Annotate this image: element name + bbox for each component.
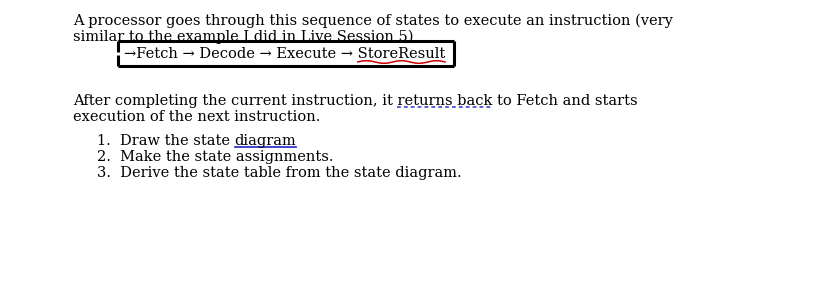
Text: 1.  Draw the state: 1. Draw the state: [97, 134, 234, 148]
Text: 2.  Make the state assignments.: 2. Make the state assignments.: [97, 150, 333, 164]
Text: similar to the example I did in Live Session 5): similar to the example I did in Live Ses…: [73, 30, 413, 44]
Text: A processor goes through this sequence of states to execute an instruction (very: A processor goes through this sequence o…: [73, 14, 673, 28]
Text: 3.  Derive the state table from the state diagram.: 3. Derive the state table from the state…: [97, 166, 462, 180]
Text: →Fetch → Decode → Execute → StoreResult: →Fetch → Decode → Execute → StoreResult: [124, 47, 445, 61]
Text: diagram: diagram: [234, 134, 297, 148]
Text: After completing the current instruction, it returns back to Fetch and starts: After completing the current instruction…: [73, 94, 637, 108]
Text: execution of the next instruction.: execution of the next instruction.: [73, 110, 320, 124]
